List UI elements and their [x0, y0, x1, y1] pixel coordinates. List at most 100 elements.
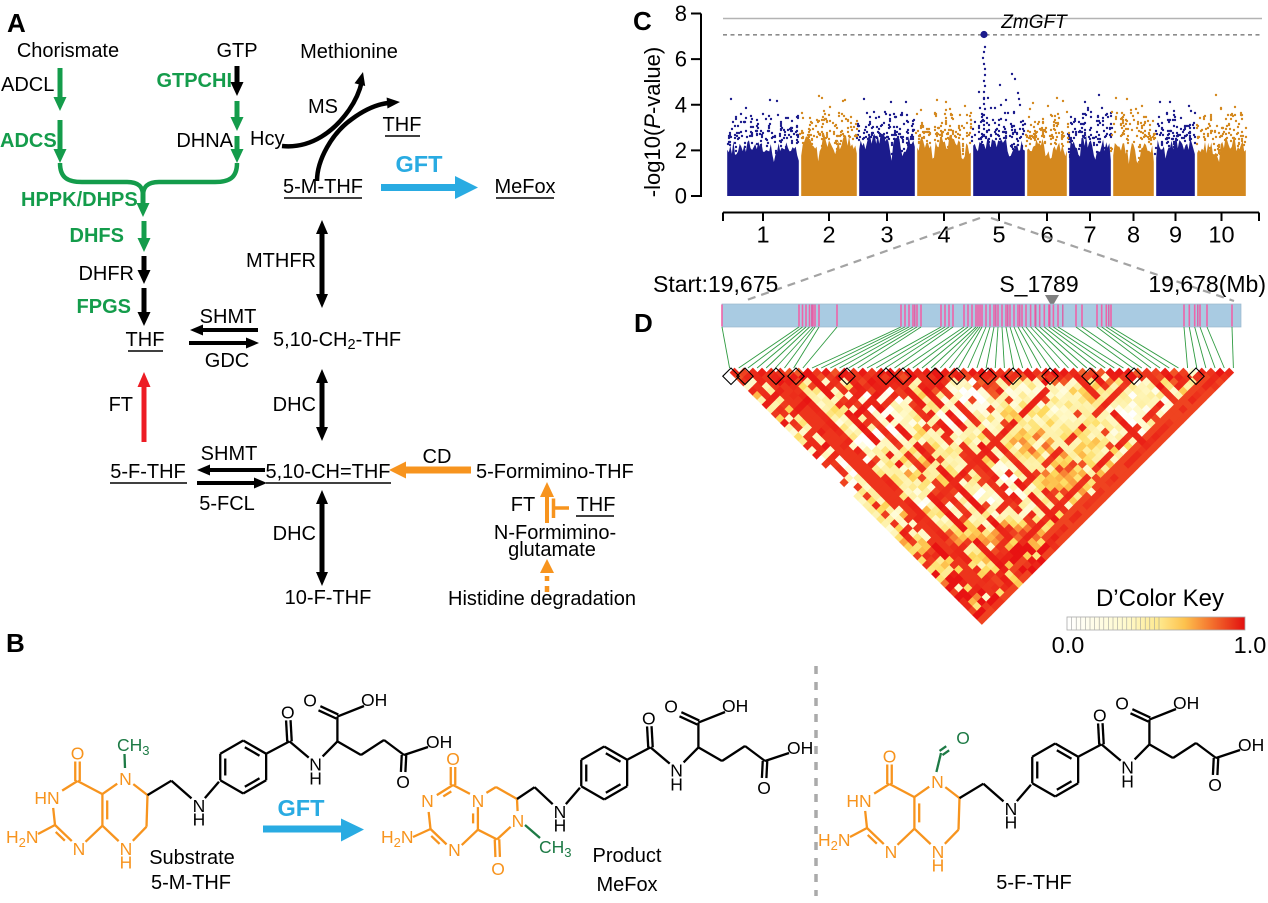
svg-text:O: O	[1208, 775, 1222, 795]
svg-text:O: O	[281, 702, 295, 722]
svg-text:Chorismate: Chorismate	[17, 40, 119, 62]
svg-text:MeFox: MeFox	[596, 874, 657, 896]
svg-text:H: H	[1005, 813, 1018, 833]
svg-text:0: 0	[675, 184, 687, 209]
svg-text:D’Color Key: D’Color Key	[1096, 585, 1224, 612]
svg-text:Hcy: Hcy	[250, 128, 284, 150]
svg-text:OH: OH	[722, 696, 748, 716]
svg-text:N: N	[885, 842, 898, 862]
svg-text:5-M-THF: 5-M-THF	[283, 176, 363, 198]
svg-text:N: N	[670, 761, 683, 781]
svg-text:4: 4	[675, 92, 687, 117]
svg-text:Methionine: Methionine	[300, 41, 398, 63]
svg-text:5: 5	[992, 222, 1005, 248]
svg-text:O: O	[71, 744, 85, 764]
svg-text:GFT: GFT	[396, 151, 444, 177]
svg-text:19,678(Mb): 19,678(Mb)	[1148, 271, 1266, 297]
svg-text:glutamate: glutamate	[508, 539, 596, 561]
svg-text:HN: HN	[34, 788, 59, 808]
svg-text:1: 1	[756, 222, 769, 248]
svg-text:H: H	[1121, 772, 1134, 792]
svg-text:N: N	[512, 811, 525, 831]
svg-text:-log10(P-value): -log10(P-value)	[640, 47, 665, 197]
svg-text:HPPK/DHPS: HPPK/DHPS	[21, 189, 138, 211]
svg-text:2: 2	[822, 222, 835, 248]
svg-text:FT: FT	[109, 394, 133, 416]
svg-text:N: N	[1121, 758, 1134, 778]
svg-text:OH: OH	[787, 738, 813, 758]
svg-text:N: N	[120, 839, 133, 859]
svg-text:DHNA: DHNA	[176, 130, 233, 152]
svg-text:H: H	[670, 775, 683, 795]
svg-text:FT: FT	[511, 494, 535, 516]
svg-text:O: O	[664, 697, 678, 717]
svg-text:O: O	[303, 691, 317, 711]
svg-text:5-F-THF: 5-F-THF	[996, 872, 1072, 894]
svg-text:O: O	[1115, 694, 1129, 714]
svg-text:8: 8	[675, 1, 687, 26]
svg-text:OH: OH	[1173, 693, 1199, 713]
svg-text:N: N	[1005, 799, 1018, 819]
svg-text:H: H	[120, 853, 133, 873]
svg-text:6: 6	[675, 47, 687, 72]
svg-text:MS: MS	[308, 96, 338, 118]
svg-text:DHFS: DHFS	[70, 225, 124, 247]
svg-text:Histidine degradation: Histidine degradation	[448, 588, 636, 610]
svg-text:ADCL: ADCL	[1, 74, 54, 96]
svg-text:10-F-THF: 10-F-THF	[285, 587, 372, 609]
svg-text:O: O	[956, 728, 970, 748]
svg-text:9: 9	[1169, 222, 1182, 248]
svg-text:H: H	[309, 769, 322, 789]
svg-text:N: N	[193, 796, 206, 816]
svg-text:8: 8	[1127, 222, 1140, 248]
svg-text:FPGS: FPGS	[77, 296, 131, 318]
svg-text:H2N: H2N	[381, 827, 414, 850]
svg-text:Substrate: Substrate	[149, 847, 235, 869]
svg-text:SHMT: SHMT	[200, 306, 257, 328]
svg-text:N: N	[931, 772, 944, 792]
svg-text:SHMT: SHMT	[201, 443, 258, 465]
svg-text:5,10-CH2-THF: 5,10-CH2-THF	[273, 329, 401, 353]
svg-text:MeFox: MeFox	[494, 176, 555, 198]
svg-text:N: N	[554, 802, 567, 822]
svg-text:N: N	[421, 791, 434, 811]
svg-text:CH3: CH3	[539, 837, 572, 860]
svg-text:THF: THF	[577, 494, 616, 516]
svg-text:2: 2	[675, 138, 687, 163]
svg-text:7: 7	[1083, 222, 1096, 248]
svg-text:0.0: 0.0	[1052, 632, 1085, 658]
svg-text:5-F-THF: 5-F-THF	[110, 461, 186, 483]
svg-text:O: O	[757, 778, 771, 798]
svg-text:1.0: 1.0	[1234, 632, 1267, 658]
svg-text:H: H	[554, 816, 567, 836]
svg-text:OH: OH	[1238, 735, 1264, 755]
svg-text:4: 4	[937, 222, 950, 248]
svg-text:THF: THF	[126, 329, 165, 351]
svg-text:O: O	[491, 859, 505, 879]
svg-text:Start:19,675: Start:19,675	[653, 271, 778, 297]
svg-text:GTP: GTP	[216, 40, 257, 62]
svg-text:N: N	[448, 840, 461, 860]
svg-text:OH: OH	[426, 732, 452, 752]
svg-text:O: O	[883, 747, 897, 767]
svg-text:GFT: GFT	[278, 795, 326, 821]
svg-text:S_1789: S_1789	[999, 271, 1078, 297]
svg-text:N: N	[119, 769, 132, 789]
svg-text:CH3: CH3	[117, 735, 150, 758]
svg-text:DHFR: DHFR	[78, 263, 134, 285]
svg-text:GDC: GDC	[205, 350, 249, 372]
svg-text:C: C	[633, 6, 652, 36]
svg-text:H2N: H2N	[818, 830, 851, 853]
svg-text:6: 6	[1040, 222, 1053, 248]
svg-text:5-Formimino-THF: 5-Formimino-THF	[476, 461, 634, 483]
svg-text:H: H	[193, 810, 206, 830]
svg-text:N: N	[73, 839, 86, 859]
svg-text:HN: HN	[846, 791, 871, 811]
svg-text:5,10-CH=THF: 5,10-CH=THF	[265, 461, 390, 483]
svg-text:5-M-THF: 5-M-THF	[151, 872, 231, 894]
svg-text:THF: THF	[383, 114, 422, 136]
svg-text:N: N	[932, 842, 945, 862]
svg-text:N-Formimino-: N-Formimino-	[494, 522, 616, 544]
svg-text:D: D	[634, 308, 653, 338]
svg-text:H2N: H2N	[6, 827, 39, 850]
